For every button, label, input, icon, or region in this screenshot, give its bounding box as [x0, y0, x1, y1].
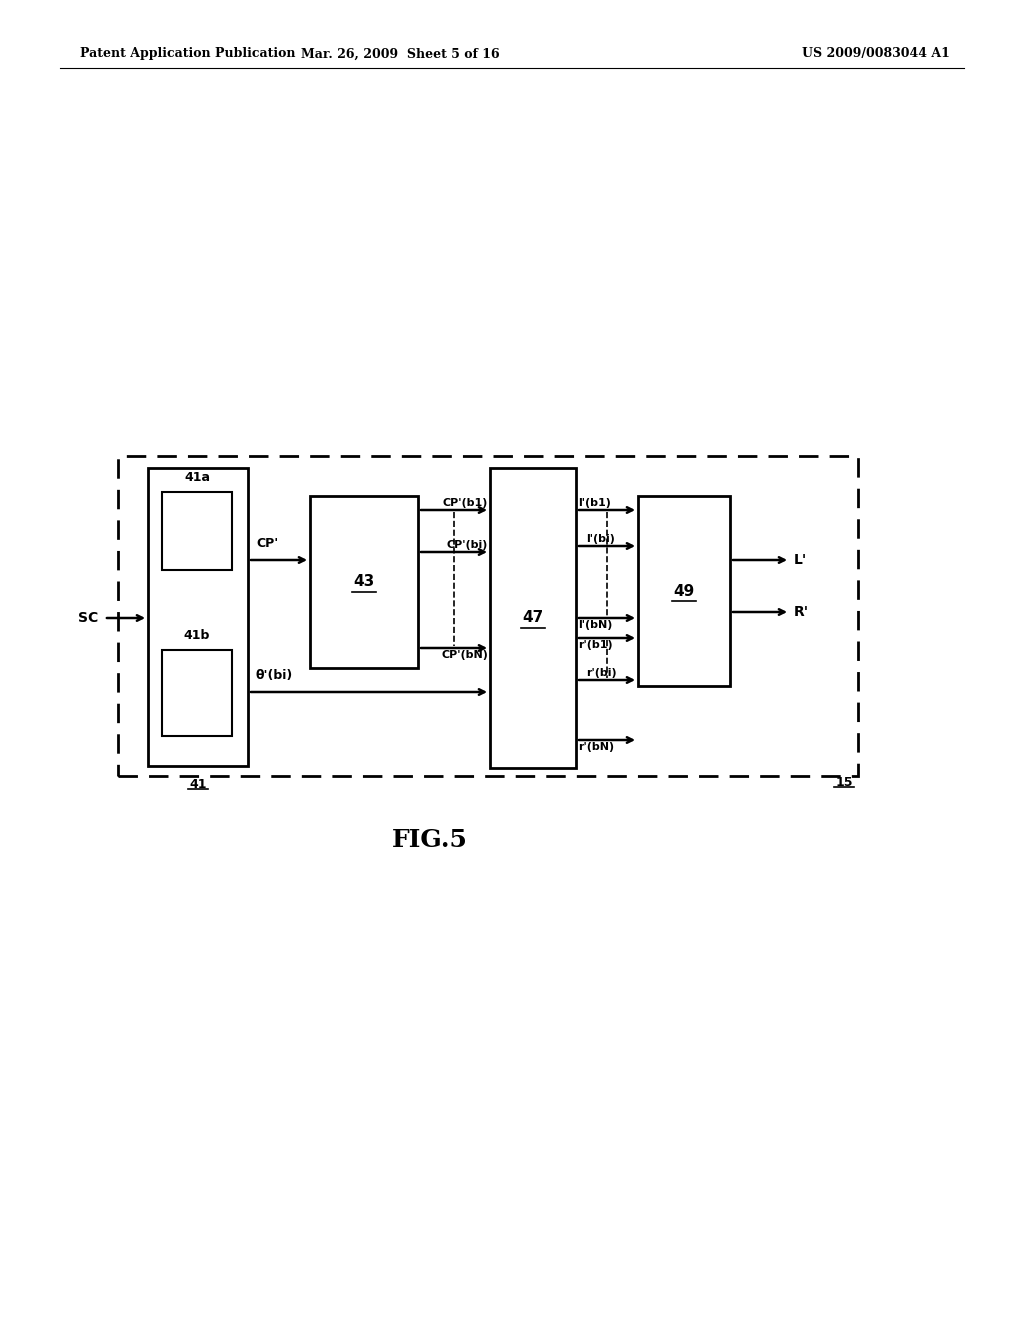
Text: FIG.5: FIG.5	[392, 828, 468, 851]
Text: l'(bi): l'(bi)	[586, 535, 614, 544]
Bar	[310, 496, 418, 668]
Text: 41a: 41a	[184, 471, 210, 484]
Text: 49: 49	[674, 583, 694, 598]
Text: CP': CP'	[256, 537, 279, 550]
Text: 47: 47	[522, 610, 544, 626]
Text: US 2009/0083044 A1: US 2009/0083044 A1	[802, 48, 950, 61]
Text: r'(bN): r'(bN)	[578, 742, 614, 752]
Text: 43: 43	[353, 574, 375, 590]
Text: l'(bN): l'(bN)	[578, 620, 612, 630]
Text: 41: 41	[189, 777, 207, 791]
Text: r'(b1): r'(b1)	[578, 640, 612, 649]
Text: R': R'	[794, 605, 809, 619]
Text: 41b: 41b	[184, 630, 210, 642]
Text: CP'(b1): CP'(b1)	[442, 498, 488, 508]
Bar	[490, 469, 575, 768]
Bar	[162, 649, 232, 737]
Bar	[118, 455, 858, 776]
Text: L': L'	[794, 553, 807, 568]
Bar	[638, 496, 730, 686]
Text: l'(b1): l'(b1)	[578, 498, 611, 508]
Text: Mar. 26, 2009  Sheet 5 of 16: Mar. 26, 2009 Sheet 5 of 16	[301, 48, 500, 61]
Text: 15: 15	[836, 776, 853, 788]
Text: CP'(bN): CP'(bN)	[441, 649, 488, 660]
Bar	[148, 469, 248, 766]
Text: r'(bi): r'(bi)	[586, 668, 616, 678]
Text: SC: SC	[78, 611, 98, 624]
Text: Patent Application Publication: Patent Application Publication	[80, 48, 296, 61]
Bar	[162, 492, 232, 570]
Text: θ'(bi): θ'(bi)	[256, 669, 293, 682]
Text: CP'(bi): CP'(bi)	[446, 540, 488, 550]
